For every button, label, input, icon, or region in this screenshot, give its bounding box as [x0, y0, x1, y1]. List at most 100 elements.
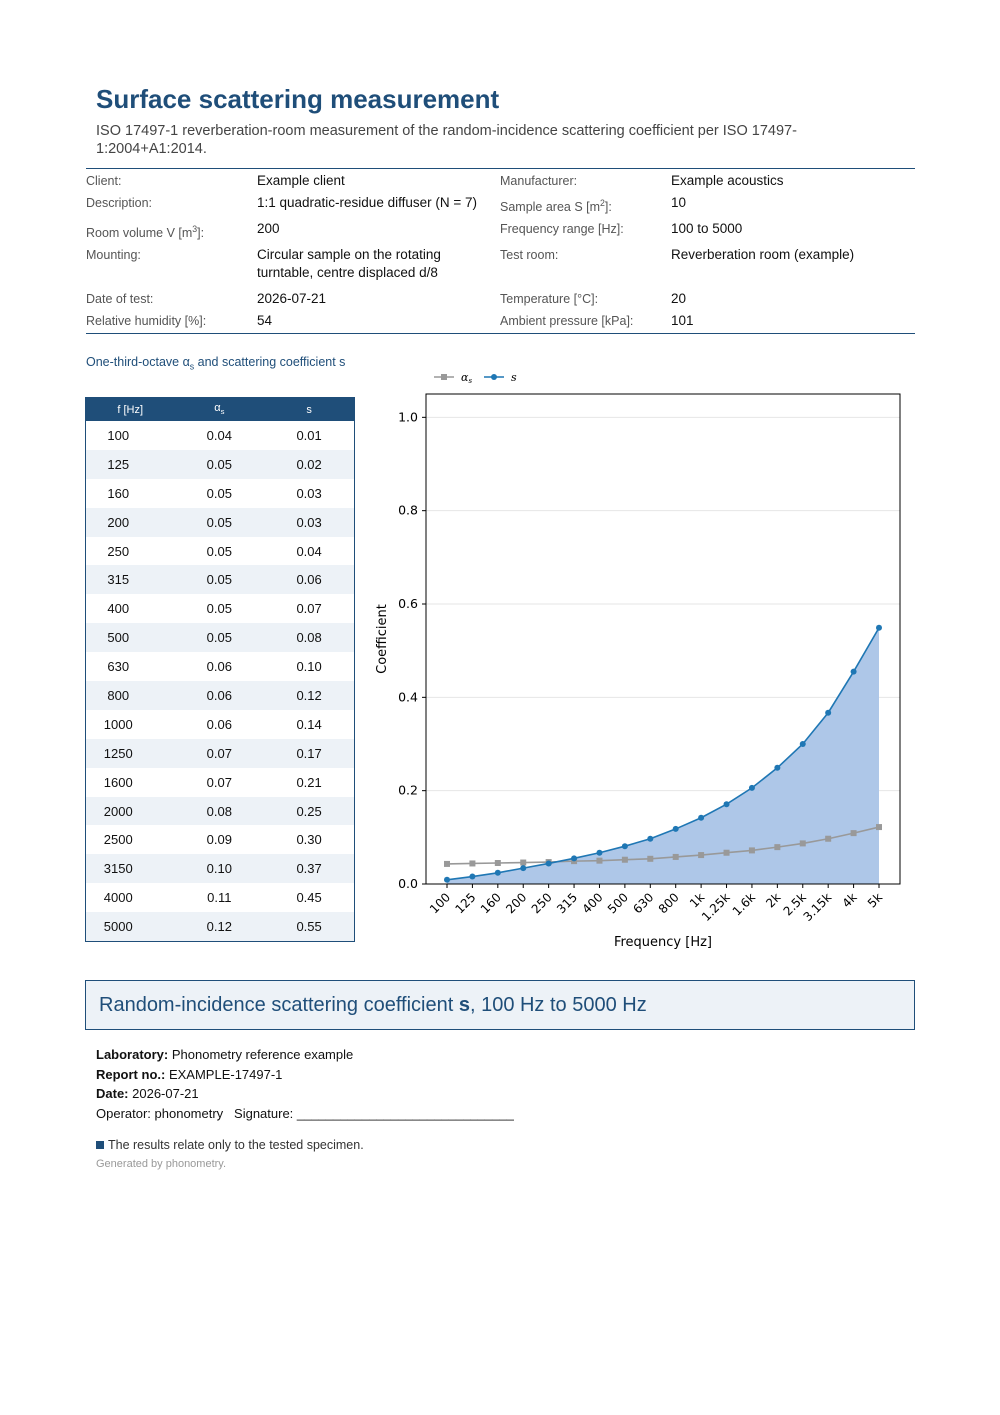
cell-s: 0.10 — [296, 659, 322, 675]
y-tick-label: 0.0 — [398, 876, 418, 891]
legend-label-s: s — [511, 371, 517, 384]
marker-s — [469, 873, 476, 880]
table-row: 125 0.05 0.02 — [86, 449, 354, 479]
cell-alpha: 0.06 — [206, 659, 232, 675]
cell-frequency: 2000 — [86, 796, 175, 826]
cell-frequency: 2500 — [103, 832, 133, 848]
cell-alpha: 0.05 — [206, 543, 232, 559]
cell-alpha: 0.06 — [174, 681, 265, 710]
cell-s: 0.01 — [296, 427, 322, 443]
legend-label-alpha: αs — [461, 371, 472, 385]
table-row: 3150 0.10 0.37 — [86, 854, 354, 884]
marker-s — [545, 860, 552, 867]
table-row: 200 0.05 0.03 — [86, 507, 354, 537]
x-tick-label: 315 — [554, 890, 580, 916]
client-value: Example client — [257, 173, 345, 188]
cell-s: 0.08 — [264, 623, 354, 653]
marker-alpha — [621, 856, 628, 863]
operator-text: Operator: phonometry — [96, 1105, 224, 1121]
cell-alpha: 0.05 — [206, 601, 232, 617]
table-row: 4000 0.11 0.45 — [86, 883, 354, 912]
metadata-table: Client: Example client Manufacturer: Exa… — [86, 168, 915, 335]
cell-frequency: 1250 — [86, 738, 175, 768]
marker-s — [647, 835, 654, 842]
column-header-s: s — [264, 398, 354, 421]
result-banner: Random-incidence scattering coefficient … — [85, 980, 915, 1030]
marker-s — [748, 784, 755, 791]
signature-line: Signature: _____________________________… — [234, 1105, 514, 1121]
y-tick-label: 1.0 — [398, 409, 418, 424]
cell-s: 0.06 — [264, 565, 354, 595]
marker-alpha — [494, 860, 501, 866]
table-row: 500 0.05 0.08 — [86, 623, 354, 653]
marker-alpha — [850, 830, 857, 837]
cell-s: 0.12 — [264, 681, 354, 710]
cell-frequency: 250 — [107, 543, 130, 559]
cell-alpha: 0.10 — [174, 854, 265, 884]
laboratory-block: Laboratory: Phonometry reference example… — [96, 1045, 514, 1123]
x-tick-label: 200 — [503, 890, 529, 916]
cell-frequency: 800 — [86, 681, 175, 710]
sample-area-label: Sample area S [m2]: — [500, 198, 612, 215]
cell-alpha: 0.07 — [174, 738, 265, 768]
cell-frequency: 1600 — [103, 774, 133, 790]
mounting-label: Mounting: — [86, 248, 141, 263]
marker-s — [799, 741, 806, 747]
table-row: 160 0.05 0.03 — [86, 479, 354, 508]
x-tick-label: 1.25k — [699, 890, 733, 924]
marker-s — [850, 668, 857, 675]
cell-s: 0.21 — [296, 774, 322, 790]
cell-frequency: 315 — [86, 565, 175, 595]
marker-alpha — [647, 855, 654, 862]
cell-alpha: 0.05 — [206, 485, 232, 501]
y-tick-label: 0.4 — [398, 689, 418, 704]
cell-alpha: 0.04 — [206, 427, 232, 443]
coefficient-table: f [Hz] αs s 100 0.04 0.01 125 0.05 0.02 160 0.0… — [85, 397, 355, 943]
cell-frequency: 400 — [107, 601, 130, 617]
humidity-value: 54 — [257, 313, 273, 329]
table-caption: One-third-octave αs and scattering coeff… — [86, 355, 346, 372]
cell-s: 0.07 — [296, 601, 322, 617]
column-header-alpha: αs — [174, 398, 265, 421]
cell-alpha: 0.05 — [174, 623, 265, 653]
pressure-label: Ambient pressure [kPa]: — [500, 314, 634, 329]
y-tick-label: 0.2 — [398, 783, 418, 798]
marker-s — [520, 865, 527, 872]
marker-s — [876, 624, 882, 631]
marker-alpha — [469, 860, 476, 867]
marker-alpha — [748, 847, 755, 854]
x-tick-label: 800 — [656, 890, 682, 916]
cell-s: 0.37 — [264, 854, 354, 884]
report-value: EXAMPLE-17497-1 — [168, 1066, 283, 1082]
series-line-s — [446, 627, 880, 881]
cell-s: 0.04 — [296, 543, 322, 559]
date-label: Date of test: — [86, 292, 154, 307]
cell-alpha: 0.11 — [207, 890, 232, 906]
marker-s — [571, 855, 578, 862]
table-row: 100 0.04 0.01 — [86, 421, 354, 450]
cell-s: 0.03 — [264, 507, 354, 537]
cell-alpha: 0.06 — [206, 716, 232, 732]
table-row: 1250 0.07 0.17 — [86, 738, 354, 768]
marker-alpha — [698, 852, 705, 859]
marker-alpha — [444, 860, 450, 867]
cell-frequency: 5000 — [86, 912, 175, 942]
x-tick-label: 250 — [529, 890, 555, 916]
table-row: 1000 0.06 0.14 — [86, 710, 354, 739]
y-tick-label: 0.8 — [398, 503, 418, 518]
x-tick-label: 1.6k — [730, 890, 758, 918]
cell-frequency: 630 — [107, 659, 130, 675]
humidity-label: Relative humidity [%]: — [86, 314, 207, 329]
marker-s — [723, 801, 730, 808]
column-header-frequency: f [Hz] — [86, 398, 175, 421]
cell-s: 0.55 — [264, 912, 354, 942]
square-bullet-icon — [96, 1141, 104, 1149]
table-row: 1600 0.07 0.21 — [86, 768, 354, 797]
page-title: Surface scattering measurement — [96, 84, 500, 114]
page-subtitle: ISO 17497-1 reverberation-room measureme… — [96, 123, 797, 157]
marker-s — [825, 709, 832, 716]
cell-frequency: 500 — [86, 623, 175, 653]
marker-s — [672, 825, 679, 832]
x-tick-label: 160 — [478, 890, 504, 916]
